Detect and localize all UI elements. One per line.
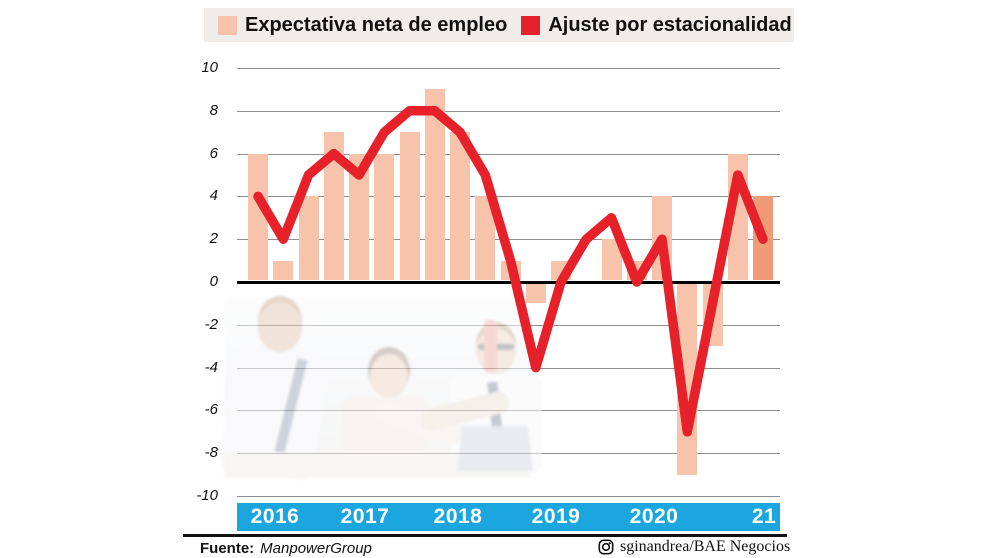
zero-axis-line <box>237 281 780 284</box>
y-axis-tick-label: 4 <box>209 187 218 205</box>
credit-note: sginandrea/BAE Negocios <box>598 538 790 556</box>
gridline <box>237 110 780 112</box>
y-axis-tick-label: -4 <box>204 358 218 376</box>
bar-net-employment-expectation <box>753 196 773 280</box>
y-axis-tick-label: -10 <box>196 487 218 504</box>
legend-line-label: Ajuste por estacionalidad <box>548 13 792 36</box>
y-axis-tick-label: -8 <box>204 444 218 462</box>
bar-net-employment-expectation <box>323 132 344 280</box>
x-axis-year-label: 2018 <box>433 505 483 528</box>
bar-net-employment-expectation <box>652 196 672 280</box>
x-axis-year-label: 2017 <box>340 505 390 528</box>
bar-net-employment-expectation <box>500 260 521 280</box>
bar-net-employment-expectation <box>349 153 369 280</box>
bar-net-employment-expectation <box>248 153 268 280</box>
y-axis-tick-label: 10 <box>201 59 218 76</box>
bar-net-employment-expectation <box>424 89 445 280</box>
photo-red-bottle <box>484 320 497 372</box>
y-axis-tick-label: 8 <box>209 101 218 119</box>
bar-net-employment-expectation <box>273 260 294 280</box>
credit-text: sginandrea/BAE Negocios <box>620 538 791 555</box>
x-axis-year-label: 2020 <box>629 505 679 528</box>
x-axis-year-label: 2019 <box>531 505 581 528</box>
bar-net-employment-expectation <box>450 132 470 280</box>
bar-net-employment-expectation <box>727 153 748 280</box>
bar-net-employment-expectation <box>601 239 622 280</box>
legend-bar-label: Expectativa neta de empleo <box>245 13 508 36</box>
bar-net-employment-expectation <box>702 284 723 347</box>
bar-net-employment-expectation <box>298 196 319 280</box>
gridline <box>237 68 780 69</box>
source-note: Fuente: ManpowerGroup <box>200 540 372 557</box>
y-axis-tick-label: 2 <box>209 230 218 248</box>
background-photo-business-meeting <box>217 296 542 483</box>
footer-rule <box>183 534 787 537</box>
bar-net-employment-expectation <box>475 196 496 280</box>
legend: Expectativa neta de empleo Ajuste por es… <box>204 8 794 42</box>
gridline <box>237 496 780 497</box>
source-label: Fuente: <box>200 540 255 557</box>
gridline <box>237 153 780 155</box>
legend-line-swatch <box>521 15 541 35</box>
instagram-icon <box>598 539 614 555</box>
legend-bar-swatch <box>218 15 237 35</box>
photo-woman-head <box>370 354 408 398</box>
bar-net-employment-expectation <box>551 260 571 280</box>
x-axis-year-band: 2016 2017 2018 2019 2020 21 <box>237 503 780 531</box>
bar-net-employment-expectation <box>525 284 546 304</box>
bar-net-employment-expectation <box>374 153 395 280</box>
bar-net-employment-expectation <box>399 132 420 280</box>
photo-left-man-head <box>258 302 302 352</box>
y-axis-tick-label: 0 <box>209 273 218 290</box>
y-axis-tick-label: 6 <box>209 144 218 162</box>
y-axis-tick-label: -6 <box>204 401 218 419</box>
bar-net-employment-expectation <box>677 284 698 475</box>
y-axis-tick-label: -2 <box>204 315 218 333</box>
x-axis-year-label: 2016 <box>250 505 300 528</box>
source-value: ManpowerGroup <box>260 540 372 557</box>
x-axis-year-label: 21 <box>751 505 777 528</box>
photo-laptop <box>457 426 533 471</box>
bar-net-employment-expectation <box>626 260 647 280</box>
